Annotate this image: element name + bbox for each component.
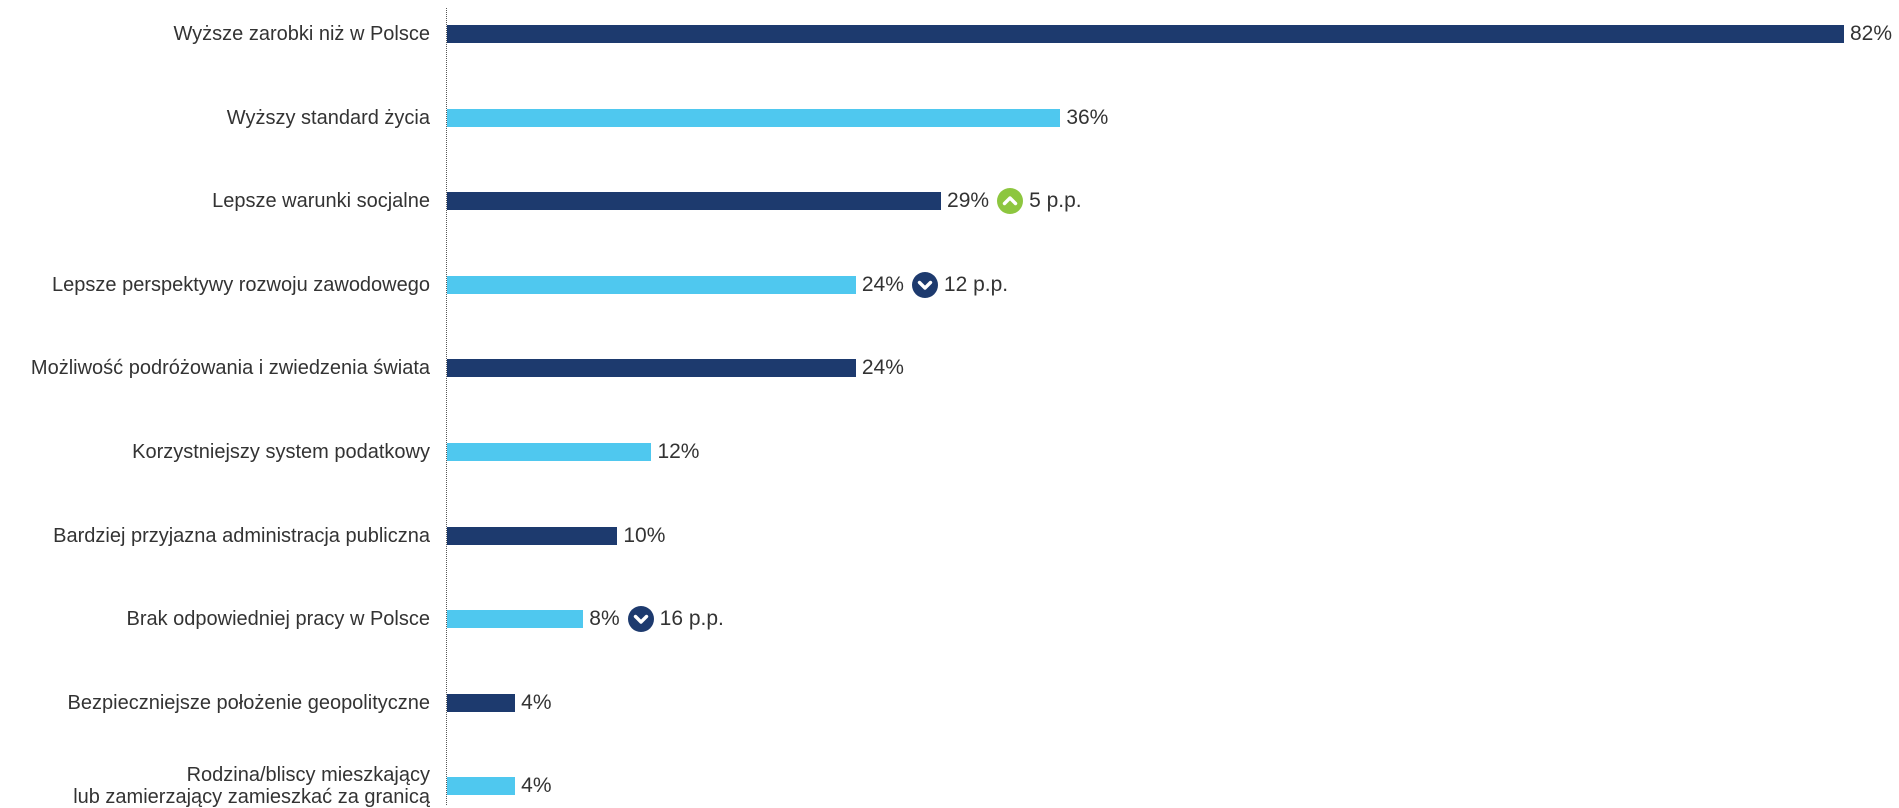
category-label: Wyższy standard życia [226, 106, 430, 129]
data-label: 29% [947, 189, 990, 213]
data-label: 4% [521, 690, 552, 714]
data-label: 4% [521, 774, 552, 798]
bar [447, 777, 516, 796]
category-label: Bezpieczniejsze położenie geopolityczne [67, 691, 430, 714]
data-label: 12% [657, 440, 700, 463]
data-label: 10% [623, 523, 666, 547]
bar [447, 275, 856, 294]
bar [447, 108, 1061, 127]
category-label: Lepsze warunki socjalne [212, 190, 430, 213]
chevron-down-icon [627, 606, 654, 633]
change-label: 5 p.p. [1029, 189, 1082, 213]
data-label: 24% [861, 356, 904, 380]
bar [447, 610, 584, 629]
change-indicator: 16 p.p. [627, 605, 724, 633]
change-label: 16 p.p. [659, 607, 724, 631]
category-label: Możliwość podróżowania i zwiedzenia świa… [30, 357, 430, 380]
change-indicator: 5 p.p. [997, 187, 1082, 215]
bar [447, 25, 1844, 43]
change-label: 12 p.p. [943, 272, 1009, 296]
bar [447, 192, 942, 211]
chevron-up-icon [997, 188, 1024, 215]
chevron-down-icon [911, 271, 938, 298]
data-label: 24% [861, 272, 904, 296]
category-label: Bardziej przyjazna administracja publicz… [53, 524, 430, 547]
category-label: Korzystniejszy system podatkowy [132, 441, 430, 463]
y-axis-line [446, 8, 447, 805]
category-label: Rodzina/bliscy mieszkający lub zamierzają… [73, 764, 430, 808]
bar [447, 693, 516, 712]
bar [447, 443, 652, 461]
data-label: 36% [1066, 105, 1109, 129]
change-indicator: 12 p.p. [911, 271, 1009, 299]
category-label: Wyższe zarobki niż w Polsce [173, 23, 430, 45]
category-label: Lepsze perspektywy rozwoju zawodowego [52, 273, 430, 296]
bar [447, 526, 618, 545]
bar [447, 359, 856, 378]
data-label: 8% [589, 607, 620, 631]
data-label: 82% [1850, 22, 1893, 45]
category-label: Brak odpowiedniej pracy w Polsce [126, 608, 431, 631]
